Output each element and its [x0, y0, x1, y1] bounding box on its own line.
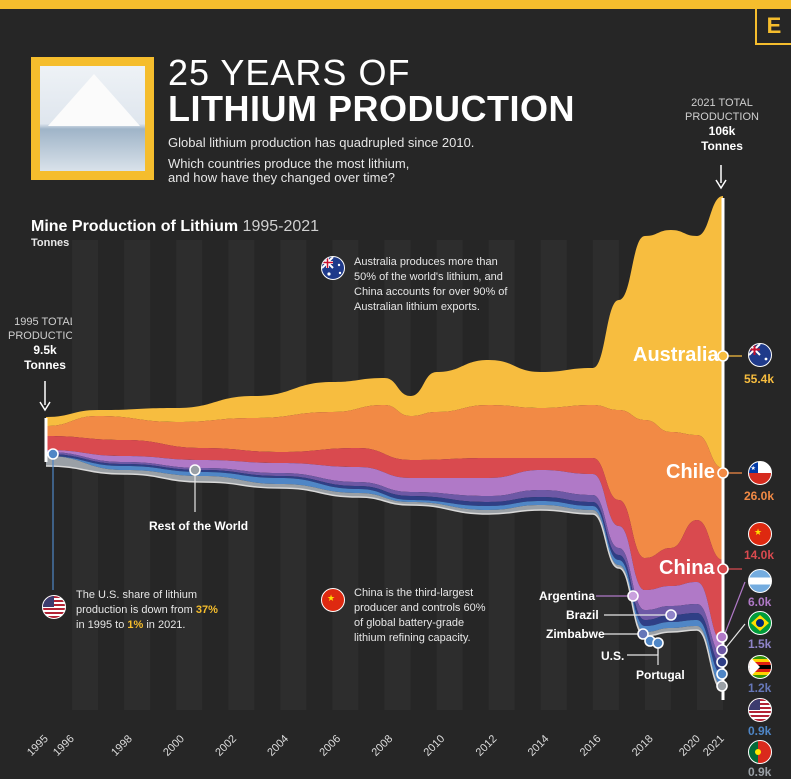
australia-dot	[717, 350, 729, 362]
chile-dot	[717, 467, 729, 479]
subtitle-1: Global lithium production has quadrupled…	[168, 135, 475, 150]
rest-dot	[189, 464, 201, 476]
us-value: 0.9k	[748, 724, 772, 738]
x-tick-1995: 1995	[25, 733, 51, 759]
x-tick-2020: 2020	[677, 733, 703, 759]
us-note-mid: in 1995 to	[76, 619, 128, 631]
australia-note: Australia produces more than 50% of the …	[354, 256, 508, 313]
chart-title-years: 1995-2021	[242, 218, 320, 235]
x-tick-1998: 1998	[109, 733, 135, 759]
us-note-dot	[47, 448, 59, 460]
arrow-2021-icon	[715, 165, 727, 190]
china-note: China is the third-largest producer and …	[354, 587, 486, 644]
end-rest-dot	[716, 680, 728, 692]
top-accent-bar	[0, 0, 791, 9]
argentina-connector	[596, 581, 746, 637]
chile-value: 26.0k	[744, 489, 775, 503]
total-1995-label: 1995 TOTAL PRODUCTION	[8, 316, 82, 342]
total-1995: 1995 TOTAL PRODUCTION 9.5k Tonnes	[6, 315, 84, 373]
area-chile	[46, 405, 723, 560]
brazil-dot	[665, 609, 677, 621]
china-label: China	[659, 557, 715, 579]
end-argentina-dot	[716, 631, 728, 643]
us-flag-icon	[42, 595, 66, 619]
svg-text:★: ★	[754, 527, 762, 537]
area-bottom-outline	[45, 465, 724, 691]
total-1995-unit: Tonnes	[24, 358, 66, 372]
china-value: 14.0k	[744, 548, 775, 562]
brazil-flag-icon	[748, 611, 772, 635]
end-zimbabwe-dot	[716, 656, 728, 668]
us-side-flag-icon	[748, 698, 772, 722]
chart-title: Mine Production of Lithium 1995-2021	[31, 218, 319, 236]
total-2021-label: 2021 TOTAL PRODUCTION	[685, 97, 759, 123]
x-tick-2012: 2012	[474, 733, 500, 759]
x-tick-2010: 2010	[422, 733, 448, 759]
zimbabwe-dot	[637, 628, 649, 640]
chile-flag-icon: ★	[748, 461, 772, 485]
x-tick-2018: 2018	[630, 733, 656, 759]
chart-unit: Tonnes	[31, 237, 70, 249]
chart-title-main: Mine Production of Lithium	[31, 218, 239, 235]
x-tick-2014: 2014	[526, 733, 552, 759]
us-note-pct-2021: 1%	[127, 619, 144, 631]
x-axis-ticks: 1995 1996 1998 2000 2002 2004 2006 2008 2010 2012…	[25, 733, 727, 759]
x-tick-2006: 2006	[317, 733, 343, 759]
argentina-value: 6.0k	[748, 595, 772, 609]
portugal-value: 0.9k	[748, 765, 772, 779]
svg-text:★: ★	[751, 465, 756, 472]
argentina-label: Argentina	[539, 589, 596, 603]
salt-pile-photo	[31, 57, 154, 180]
svg-text:★: ★	[327, 593, 335, 603]
argentina-flag-icon	[748, 569, 772, 593]
us-note-pre: The U.S. share of lithium production is …	[76, 589, 198, 616]
us-label: U.S.	[601, 649, 625, 663]
us-note: The U.S. share of lithium production is …	[76, 588, 226, 633]
subtitle-2: Which countries produce the most lithium…	[168, 156, 410, 185]
rest-of-world-label: Rest of the World	[149, 519, 249, 533]
zimbabwe-flag-icon	[748, 655, 772, 679]
end-brazil-dot	[716, 644, 728, 656]
us-note-pct-1995: 37%	[195, 604, 218, 616]
x-tick-2000: 2000	[161, 733, 187, 759]
australia-side-flag-icon	[748, 343, 772, 367]
x-tick-2004: 2004	[265, 733, 291, 759]
argentina-dot	[627, 590, 639, 602]
zimbabwe-value: 1.2k	[748, 681, 772, 695]
australia-flag-icon	[321, 256, 345, 280]
total-2021-value: 106k	[708, 124, 736, 138]
total-2021-unit: Tonnes	[701, 139, 743, 153]
china-side-flag-icon: ★	[748, 522, 772, 546]
total-2021: 2021 TOTAL PRODUCTION 106k Tonnes	[676, 96, 768, 154]
x-tick-2008: 2008	[369, 733, 395, 759]
portugal-flag-icon	[748, 740, 772, 764]
end-us-dot	[716, 668, 728, 680]
china-flag-icon: ★	[321, 588, 345, 612]
chile-label: Chile	[666, 461, 715, 483]
brazil-value: 1.5k	[748, 637, 772, 651]
x-tick-2021: 2021	[701, 733, 727, 759]
year-band-1996	[72, 240, 99, 710]
brazil-connector	[604, 614, 746, 651]
x-tick-1996: 1996	[51, 733, 77, 759]
portugal-dot	[652, 637, 664, 649]
australia-label: Australia	[633, 344, 719, 366]
china-dot	[717, 563, 729, 575]
x-tick-2002: 2002	[213, 733, 239, 759]
portugal-label: Portugal	[636, 668, 685, 682]
brazil-label: Brazil	[566, 608, 599, 622]
zimbabwe-label: Zimbabwe	[546, 627, 605, 641]
australia-value: 55.4k	[744, 372, 775, 386]
total-1995-value: 9.5k	[33, 343, 57, 357]
annotation-lines	[39, 165, 746, 700]
us-note-post: in 2021.	[143, 619, 186, 631]
title-line-1: 25 YEARS OF	[168, 52, 411, 93]
x-tick-2016: 2016	[578, 733, 604, 759]
title-line-2: LITHIUM PRODUCTION	[168, 88, 575, 129]
arrow-1995-icon	[39, 381, 51, 412]
area-australia	[46, 196, 723, 468]
brand-logo: E	[755, 9, 791, 45]
area-layers	[45, 196, 724, 691]
